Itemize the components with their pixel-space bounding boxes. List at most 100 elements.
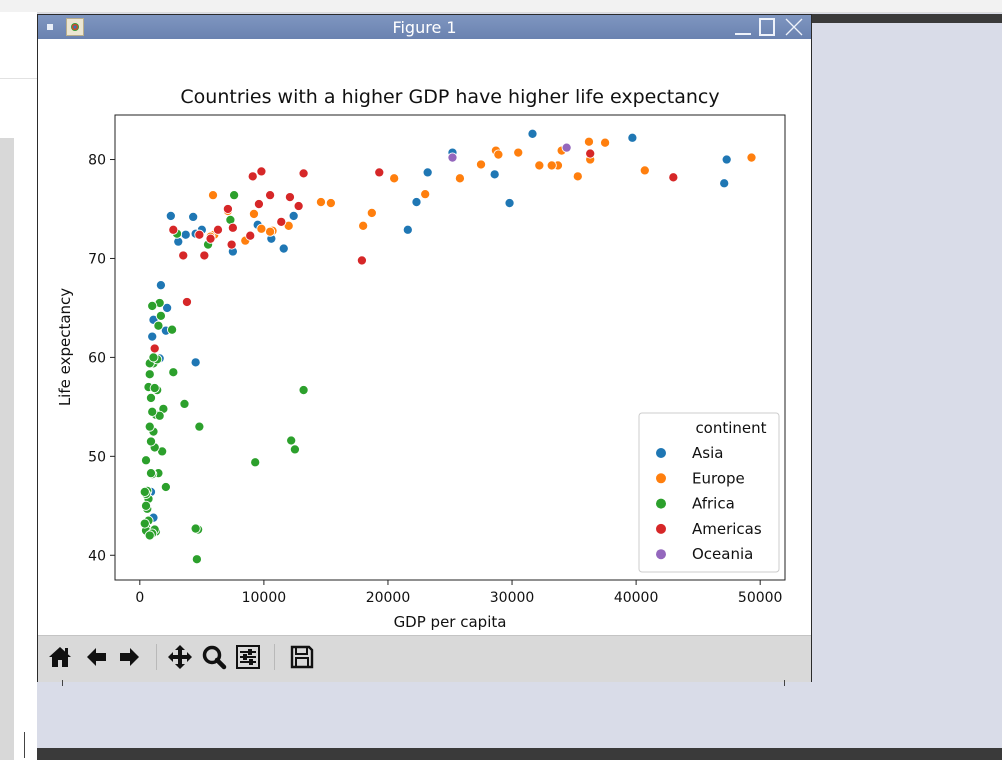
back-arrow-icon[interactable] [82,642,110,672]
x-tick-label: 0 [135,590,144,606]
data-point-africa [155,310,166,321]
data-point-africa [144,421,155,432]
legend-label: Asia [692,444,723,462]
data-point-americas [194,229,205,240]
data-point-americas [256,166,267,177]
y-axis: 40 50 60 70 80 [88,153,115,564]
data-point-africa [139,518,150,529]
x-axis-label: GDP per capita [394,613,507,631]
data-point-africa [179,398,190,409]
data-point-asia [190,357,201,368]
data-point-africa [147,406,158,417]
data-point-asia [278,243,289,254]
data-point-africa [250,457,261,468]
data-point-asia [422,167,433,178]
x-axis: 0 10000 20000 30000 40000 50000 [135,580,782,606]
background-scrollbar[interactable] [0,138,14,760]
maximize-icon[interactable] [759,18,775,36]
data-point-europe [358,220,369,231]
data-point-europe [325,198,336,209]
plot-frame [114,114,786,581]
text-cursor [24,732,25,758]
legend-label: Americas [692,520,762,538]
data-point-africa [149,383,160,394]
zoom-icon[interactable] [200,642,228,672]
pan-icon[interactable] [166,642,194,672]
data-point-asia [489,169,500,180]
data-point-americas [253,198,264,210]
data-point-africa [167,324,178,335]
data-point-americas [222,203,233,215]
legend-label: Oceania [692,545,753,563]
plot-canvas[interactable]: Countries with a higher GDP have higher … [38,39,811,635]
y-tick-label: 80 [88,153,106,169]
data-point-europe [207,190,219,201]
data-point-africa [194,421,205,432]
data-point-asia [288,210,299,221]
x-tick-label: 40000 [614,590,659,606]
data-point-europe [265,226,276,237]
data-point-europe [583,136,595,147]
minimize-icon[interactable] [733,18,753,36]
y-tick-label: 50 [88,449,106,465]
figure-window: Figure 1 Countries with a higher GDP hav… [37,14,812,686]
data-point-europe [639,165,650,176]
window-titlebar[interactable]: Figure 1 [38,15,811,39]
data-point-africa [168,367,179,378]
data-point-europe [256,223,267,234]
data-point-africa [148,352,159,363]
close-icon[interactable] [784,18,804,36]
data-point-oceania [561,142,572,153]
data-point-americas [227,222,238,233]
save-icon[interactable] [288,642,316,672]
x-tick-label: 20000 [366,590,411,606]
data-point-europe [475,159,487,170]
window-menu-icon[interactable] [47,24,53,30]
data-point-africa [139,486,150,497]
window-title: Figure 1 [392,18,457,37]
forward-arrow-icon[interactable] [116,642,144,672]
data-point-americas [668,172,679,183]
data-point-oceania [447,152,458,163]
legend-marker-africa [656,498,666,509]
data-point-americas [356,255,367,266]
data-point-americas [226,239,237,250]
data-point-africa [229,190,240,201]
y-tick-label: 40 [88,548,106,564]
data-point-americas [212,224,224,235]
data-point-africa [145,392,157,404]
data-point-asia [155,280,166,291]
legend-label: Africa [692,495,735,513]
data-point-asia [504,198,515,209]
data-point-africa [147,300,158,311]
data-point-europe [389,173,400,184]
data-point-americas [168,224,179,235]
y-tick-label: 70 [88,251,106,267]
data-point-europe [454,173,465,184]
home-icon[interactable] [46,642,74,672]
matplotlib-app-icon [66,18,84,36]
x-tick-label: 50000 [738,590,783,606]
background-taskbar [37,748,1002,760]
background-window-edge [810,14,1002,23]
x-tick-label: 30000 [490,590,535,606]
data-point-africa [144,530,155,541]
data-point-africa [190,523,201,534]
data-point-americas [247,171,258,182]
background-divider [0,78,37,79]
data-point-europe [600,137,611,148]
x-tick-label: 10000 [242,590,287,606]
data-point-asia [527,128,538,139]
legend-marker-oceania [656,549,666,560]
data-point-americas [245,230,256,241]
desktop-area [37,682,810,748]
data-point-americas [293,200,304,212]
data-point-asia [180,229,191,240]
subplots-config-icon[interactable] [234,642,262,672]
data-point-americas [374,167,385,178]
data-point-asia [402,224,413,235]
y-axis-label: Life expectancy [56,288,74,406]
data-point-americas [149,343,160,354]
data-point-africa [289,444,300,455]
scatter-chart: Countries with a higher GDP have higher … [56,86,786,631]
